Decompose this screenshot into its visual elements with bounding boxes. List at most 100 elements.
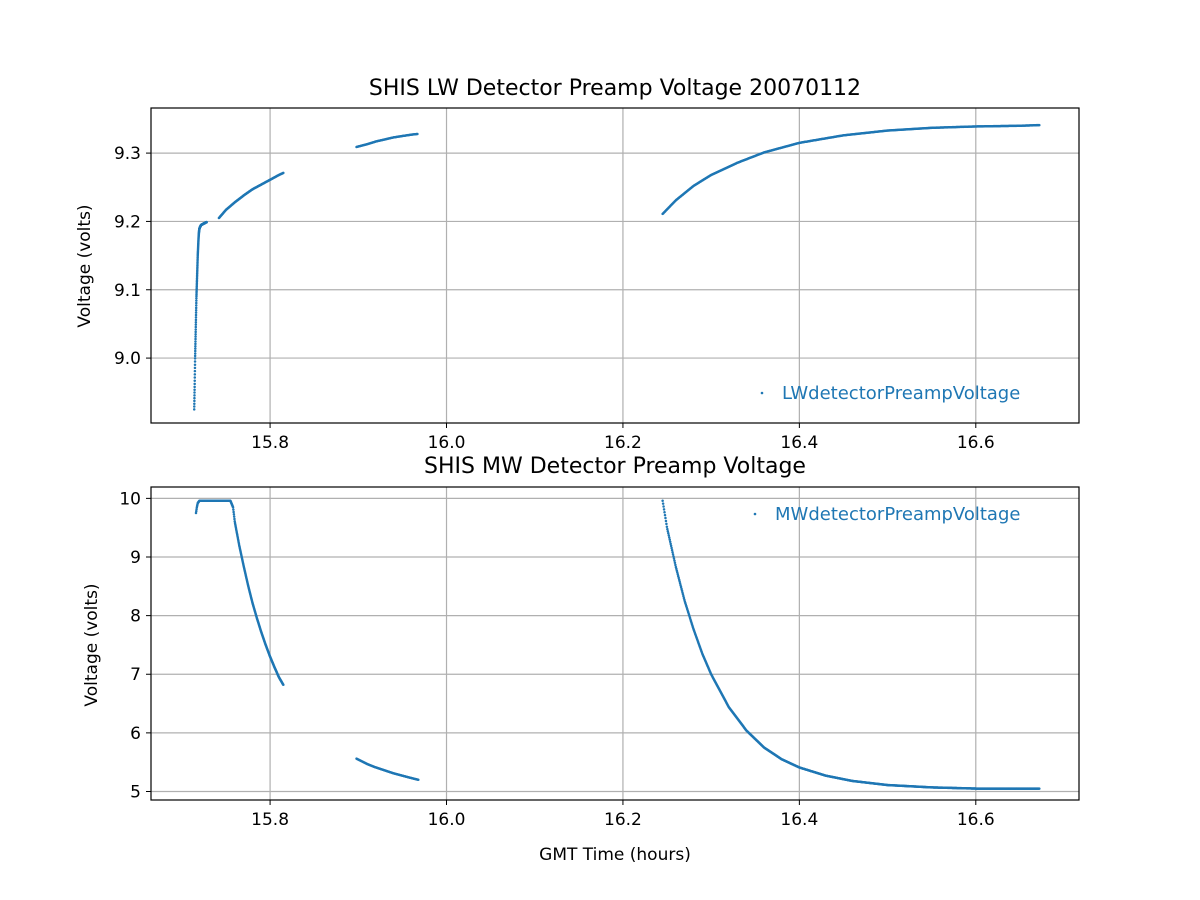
lw-data-point <box>194 347 197 350</box>
mw-data-point <box>665 522 668 526</box>
lw-data-point <box>194 325 198 329</box>
lw-axes-frame <box>150 107 1080 424</box>
lw-data-point <box>193 394 196 397</box>
mw-data-point <box>670 548 674 552</box>
mw-y-axis-label: Voltage (volts) <box>82 583 102 706</box>
mw-data-point <box>671 550 674 554</box>
mw-data-point <box>663 513 667 517</box>
mw-data-point <box>232 508 235 511</box>
mw-plot-area <box>151 487 1079 800</box>
lw-data-point <box>194 342 197 346</box>
lw-y-tick-label: 9.2 <box>114 212 141 232</box>
lw-data-point <box>194 330 197 334</box>
mw-data-point <box>661 502 665 505</box>
mw-y-tick-label: 10 <box>119 489 141 509</box>
mw-x-axis-label: GMT Time (hours) <box>539 845 691 865</box>
mw-data-point <box>194 511 198 515</box>
lw-data-point <box>193 376 197 379</box>
lw-data-point <box>194 316 198 319</box>
lw-data-point <box>194 320 198 324</box>
mw-y-tick-label: 7 <box>130 665 141 685</box>
lw-data-point <box>194 311 198 314</box>
lw-x-tick-label: 16.2 <box>604 433 642 453</box>
mw-x-tick-label: 16.4 <box>780 810 818 830</box>
mw-chart-title: SHIS MW Detector Preamp Voltage <box>424 454 806 479</box>
lw-data-point <box>193 391 196 394</box>
lw-data-point <box>194 349 197 353</box>
lw-data-point <box>195 299 198 302</box>
mw-data-point <box>668 538 671 541</box>
lw-data-point <box>193 366 197 370</box>
lw-data-point <box>193 354 197 358</box>
lw-data-point <box>192 408 196 411</box>
mw-data-point <box>232 510 235 514</box>
mw-data-point <box>662 508 666 511</box>
mw-data-point <box>661 499 664 502</box>
mw-data-point <box>232 513 236 516</box>
lw-y-ticks: 9.0 9.1 9.2 9.3 <box>114 144 151 369</box>
mw-data-point <box>668 540 672 543</box>
lw-data-point <box>193 357 197 360</box>
mw-data-point <box>195 508 198 511</box>
lw-data-point <box>205 220 208 224</box>
mw-data-point <box>673 561 677 565</box>
lw-series-points <box>192 123 1041 411</box>
mw-data-point <box>674 563 677 567</box>
mw-legend-label: MWdetectorPreampVoltage <box>775 504 1020 525</box>
lw-data-point <box>195 296 198 300</box>
lw-data-point <box>193 373 197 376</box>
lw-data-point <box>194 318 198 322</box>
lw-data-point <box>194 335 197 338</box>
lw-data-point <box>193 405 196 408</box>
lw-data-point <box>194 313 198 317</box>
mw-data-point <box>195 509 198 513</box>
mw-data-point <box>666 527 669 531</box>
lw-data-point <box>194 328 197 331</box>
lw-data-point <box>194 323 198 326</box>
lw-x-tick-label: 15.8 <box>251 433 289 453</box>
mw-y-ticks: 5 6 7 8 9 10 <box>119 489 151 802</box>
lw-data-point <box>194 340 197 343</box>
mw-data-point <box>672 557 676 560</box>
lw-data-point <box>193 382 196 386</box>
lw-data-point <box>194 304 198 307</box>
mw-y-tick-label: 8 <box>130 607 141 627</box>
lw-chart-title: SHIS LW Detector Preamp Voltage 20070112 <box>369 76 861 101</box>
mw-x-ticks: 15.8 16.0 16.2 16.4 16.6 <box>251 800 995 830</box>
lw-y-tick-label: 9.0 <box>114 349 141 369</box>
lw-legend-label: LWdetectorPreampVoltage <box>782 383 1020 404</box>
mw-data-point <box>663 511 666 514</box>
lw-data-point <box>193 379 196 382</box>
mw-y-tick-label: 5 <box>130 782 141 802</box>
lw-y-tick-label: 9.1 <box>114 281 141 301</box>
lw-data-point <box>193 363 197 366</box>
lw-x-tick-label: 16.6 <box>957 433 995 453</box>
mw-data-point <box>667 532 670 535</box>
mw-data-point <box>231 506 235 509</box>
mw-data-point <box>673 559 676 562</box>
lw-data-point <box>416 132 419 136</box>
lw-data-point <box>193 399 196 403</box>
lw-data-point <box>195 301 198 305</box>
lw-data-point <box>194 337 197 341</box>
lw-data-point <box>193 369 197 373</box>
lw-plot-area <box>151 108 1079 423</box>
mw-data-point <box>669 542 672 546</box>
mw-series-points <box>194 499 1041 790</box>
lw-legend: LWdetectorPreampVoltage <box>760 383 1020 404</box>
mw-data-point <box>665 525 669 528</box>
lw-subplot: 15.8 16.0 16.2 16.4 16.6 9.0 9.1 9.2 9.3 SHIS L… <box>75 76 1080 453</box>
lw-data-point <box>194 332 197 336</box>
lw-data-point <box>193 396 196 400</box>
mw-data-point <box>666 529 670 533</box>
mw-legend-marker <box>753 512 757 516</box>
lw-data-point <box>282 171 285 175</box>
lw-data-point <box>194 308 198 312</box>
lw-grid <box>151 108 1079 423</box>
mw-y-tick-label: 9 <box>130 548 141 568</box>
lw-data-point <box>194 345 197 348</box>
lw-legend-marker <box>760 391 764 395</box>
lw-data-point <box>193 402 196 405</box>
lw-data-point <box>194 306 198 310</box>
